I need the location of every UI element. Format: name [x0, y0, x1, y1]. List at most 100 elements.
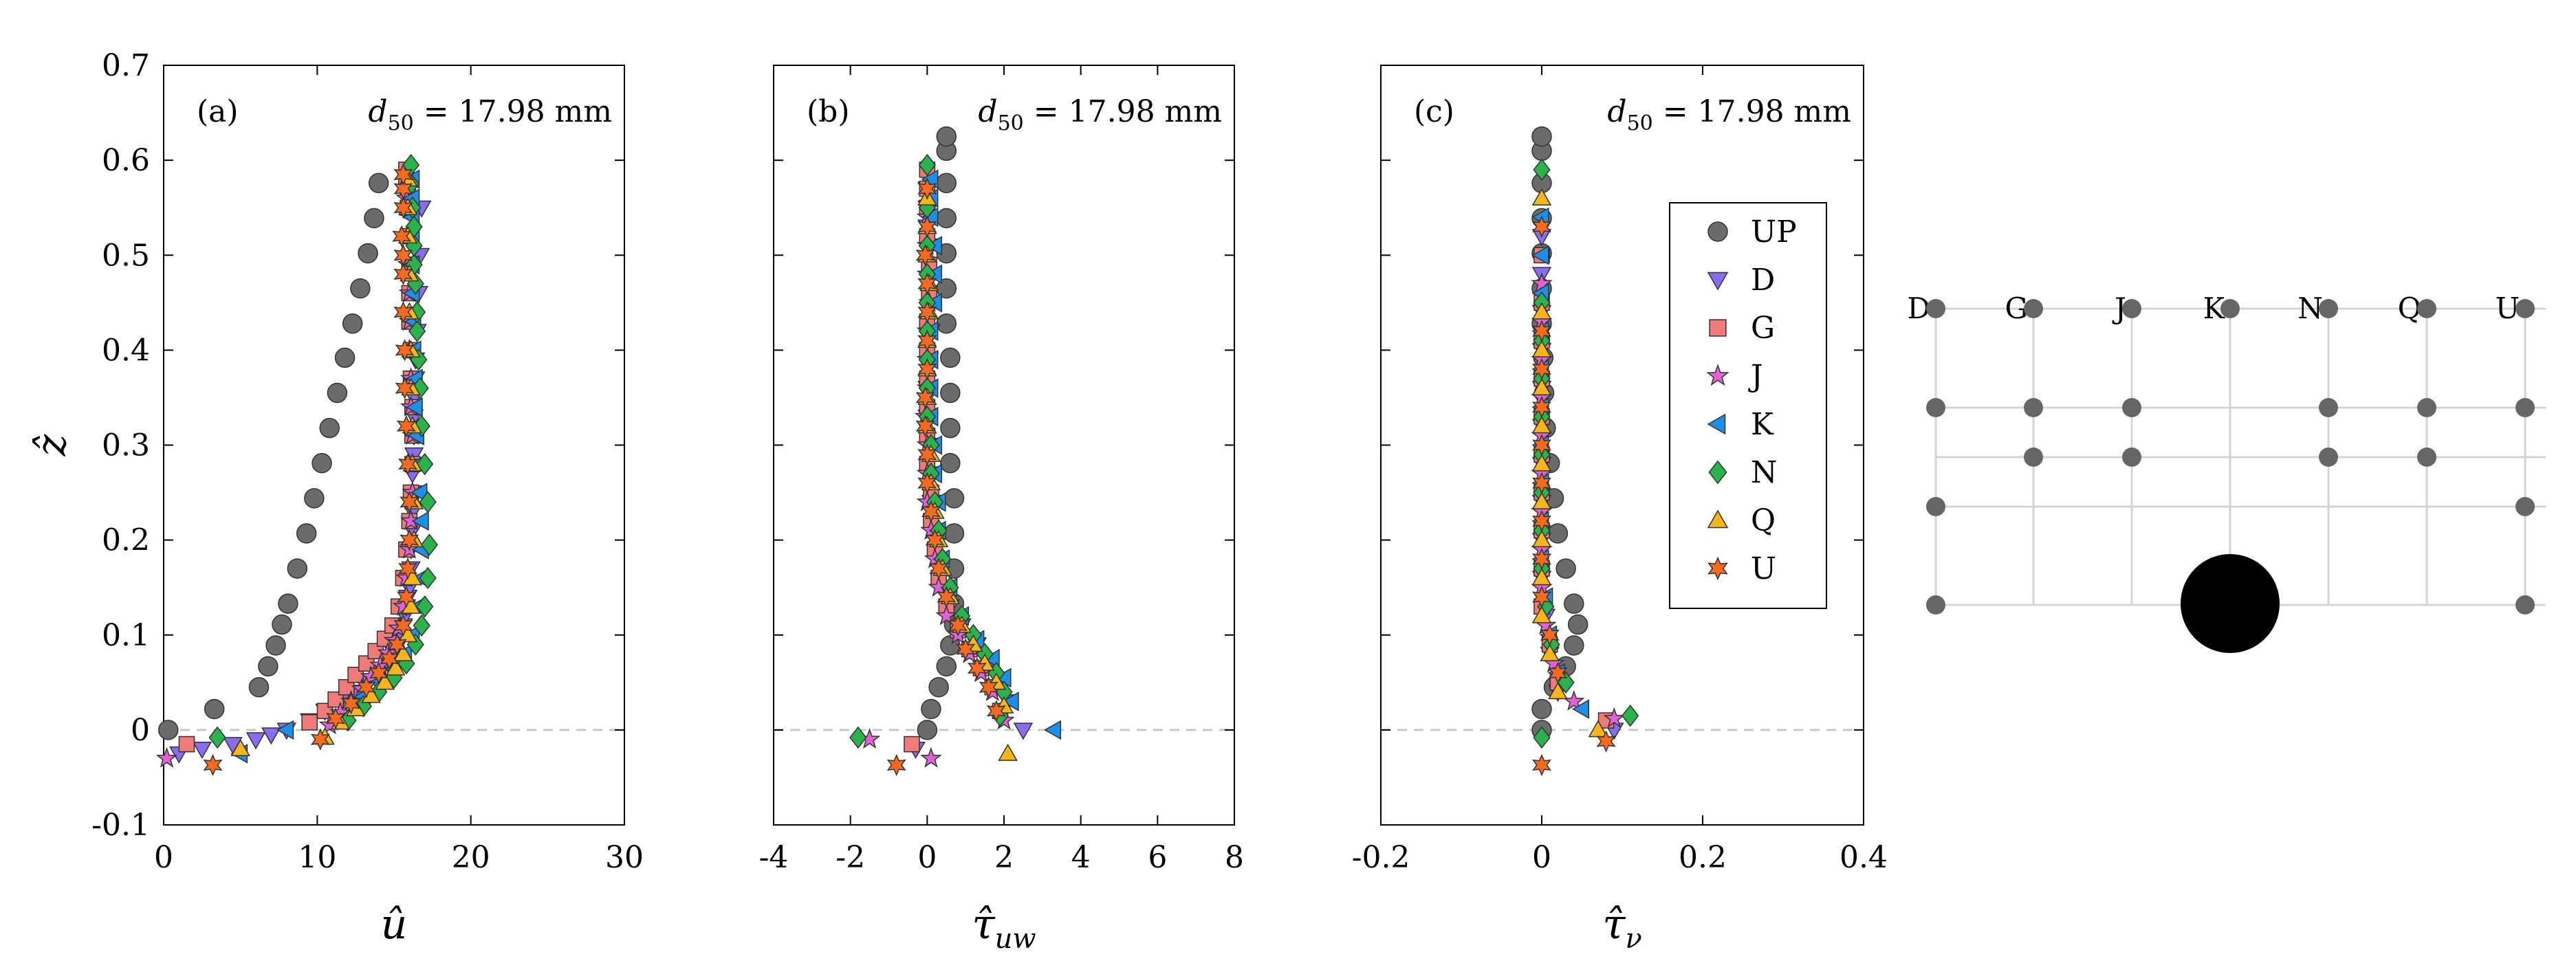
data-point-n	[416, 452, 434, 476]
data-point-u	[915, 244, 935, 267]
data-point-u	[979, 676, 998, 698]
x-axis-label-subscript: ν	[1625, 923, 1641, 955]
data-point-u	[917, 357, 937, 381]
y-tick-label: 0.6	[102, 143, 150, 178]
data-point-j	[920, 747, 942, 768]
data-point-j	[155, 747, 178, 768]
legend-marker-up	[1707, 221, 1728, 242]
panel-label: (b)	[807, 94, 850, 129]
data-point-up	[1564, 593, 1584, 614]
data-point-d	[404, 447, 424, 465]
legend-label-g: G	[1751, 311, 1775, 346]
data-point-q	[393, 643, 413, 661]
data-point-u	[1531, 434, 1552, 456]
data-point-q	[1531, 606, 1552, 623]
data-point-q	[385, 658, 406, 676]
y-tick-label: 0.5	[102, 238, 150, 273]
data-point-j	[1603, 707, 1626, 728]
data-point-up	[921, 698, 941, 720]
data-point-up	[265, 635, 286, 656]
legend-marker-q	[1707, 509, 1729, 529]
legend-label-u: U	[1751, 551, 1776, 586]
data-point-u	[917, 329, 937, 352]
legend-marker-u	[1707, 556, 1728, 581]
annotation-subscript: 50	[1627, 111, 1653, 135]
data-point-u	[1548, 661, 1568, 685]
data-point-u	[929, 557, 949, 580]
data-point-u	[1531, 472, 1552, 494]
measurement-point	[2515, 299, 2535, 318]
x-tick-label: 0.4	[1840, 840, 1888, 875]
measurement-point	[2515, 595, 2535, 615]
data-point-up	[304, 488, 325, 509]
data-point-n	[419, 491, 437, 513]
data-point-u	[986, 700, 1006, 722]
data-point-up	[358, 243, 378, 264]
data-point-u	[917, 177, 937, 200]
x-tick-label: 0	[1532, 840, 1551, 875]
series-u	[203, 163, 419, 777]
x-tick-label: 4	[1071, 840, 1091, 875]
series-q	[1531, 188, 1608, 738]
x-axis-label: τ̂uw	[972, 901, 1036, 955]
data-point-q	[375, 672, 395, 690]
data-point-q	[1531, 302, 1552, 320]
data-point-u	[1531, 753, 1552, 777]
data-point-up	[364, 208, 384, 229]
data-point-u	[400, 529, 419, 551]
x-tick-label: 8	[1225, 840, 1244, 875]
panel-a: 0 10 20 30-0.100.10.20.30.40.50.60.7(a) d50 …	[28, 48, 644, 949]
data-point-u	[398, 557, 418, 580]
legend-label-up: UP	[1751, 214, 1797, 250]
data-point-n	[413, 614, 430, 637]
panel-label: (c)	[1414, 94, 1454, 129]
legend-box	[1669, 202, 1827, 609]
data-point-u	[915, 386, 935, 409]
series-u	[886, 177, 1006, 777]
x-tick-label: 20	[452, 840, 490, 875]
data-point-k	[411, 511, 429, 531]
grid-label-j: J	[2112, 291, 2126, 325]
measurement-point	[2319, 448, 2338, 467]
annotation-subscript: 50	[388, 111, 414, 135]
data-point-d	[1013, 722, 1034, 740]
data-point-n	[416, 595, 434, 618]
data-point-u	[1531, 357, 1552, 381]
data-point-u	[956, 638, 976, 661]
legend-marker-n	[1708, 460, 1727, 485]
data-point-up	[272, 614, 292, 635]
data-point-u	[917, 472, 937, 494]
data-point-u	[967, 656, 987, 680]
x-tick-label: 10	[298, 840, 336, 875]
data-point-q	[1531, 454, 1552, 472]
data-point-up	[334, 347, 356, 368]
data-point-up	[940, 382, 961, 404]
data-point-up	[350, 278, 371, 299]
data-point-g	[904, 736, 920, 753]
data-point-q	[1531, 530, 1552, 548]
measurement-point	[2220, 299, 2240, 318]
data-point-u	[917, 215, 937, 238]
measurement-point	[2122, 299, 2141, 318]
data-point-up	[278, 593, 298, 614]
data-point-u	[925, 529, 945, 551]
data-point-n	[849, 726, 867, 749]
x-axis-label: û	[381, 901, 408, 949]
y-tick-label: -0.1	[91, 808, 150, 843]
annotation-value: = 17.98 mm	[414, 94, 612, 129]
x-tick-label: 2	[994, 840, 1014, 875]
x-tick-label: 0	[917, 840, 937, 875]
data-point-n	[918, 153, 936, 177]
data-point-u	[1540, 623, 1560, 646]
panel-label: (a)	[197, 94, 239, 129]
data-point-up	[936, 656, 957, 677]
data-point-u	[915, 415, 935, 438]
x-tick-label: 6	[1148, 840, 1167, 875]
data-point-u	[921, 500, 941, 523]
panel-b: -4 -2 0 2 4 6 8 (b) d50 = 17.98 mm τ̂uw	[759, 65, 1244, 955]
data-point-up	[936, 173, 957, 194]
data-point-u	[396, 586, 416, 608]
series-up	[917, 126, 965, 740]
legend-label-k: K	[1751, 407, 1774, 442]
